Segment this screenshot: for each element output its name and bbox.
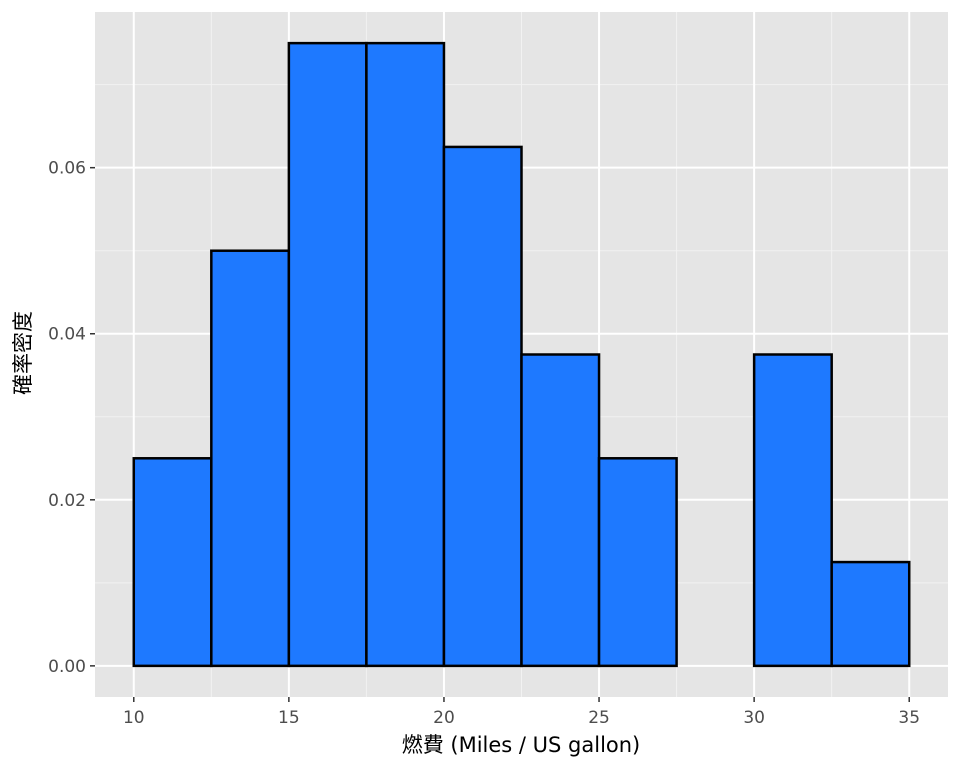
x-tick-label: 30 bbox=[743, 708, 765, 728]
x-tick-label: 25 bbox=[588, 708, 610, 728]
y-axis: 0.00 0.02 0.04 0.06 bbox=[48, 159, 95, 677]
histogram-bar bbox=[442, 145, 523, 668]
x-tick-label: 20 bbox=[433, 708, 455, 728]
y-tick-label: 0.04 bbox=[48, 325, 86, 345]
y-tick-label: 0.00 bbox=[48, 657, 86, 677]
y-tick-label: 0.02 bbox=[48, 491, 86, 511]
x-tick-label: 35 bbox=[898, 708, 920, 728]
histogram-bar bbox=[132, 457, 213, 668]
histogram-bars bbox=[132, 41, 911, 668]
histogram-bar bbox=[520, 353, 601, 668]
histogram-bar bbox=[365, 41, 446, 668]
histogram-bar bbox=[597, 457, 678, 668]
x-tick-label: 10 bbox=[123, 708, 145, 728]
y-axis-title: 確率密度 bbox=[11, 311, 35, 395]
x-axis-title: 燃費 (Miles / US gallon) bbox=[402, 733, 641, 757]
histogram-bar bbox=[287, 41, 368, 668]
x-axis: 10 15 20 25 30 35 bbox=[123, 697, 920, 728]
histogram-bar bbox=[830, 560, 911, 668]
x-tick-label: 15 bbox=[278, 708, 300, 728]
histogram-bar bbox=[210, 249, 291, 668]
y-tick-label: 0.06 bbox=[48, 159, 86, 179]
histogram-bar bbox=[752, 353, 833, 668]
